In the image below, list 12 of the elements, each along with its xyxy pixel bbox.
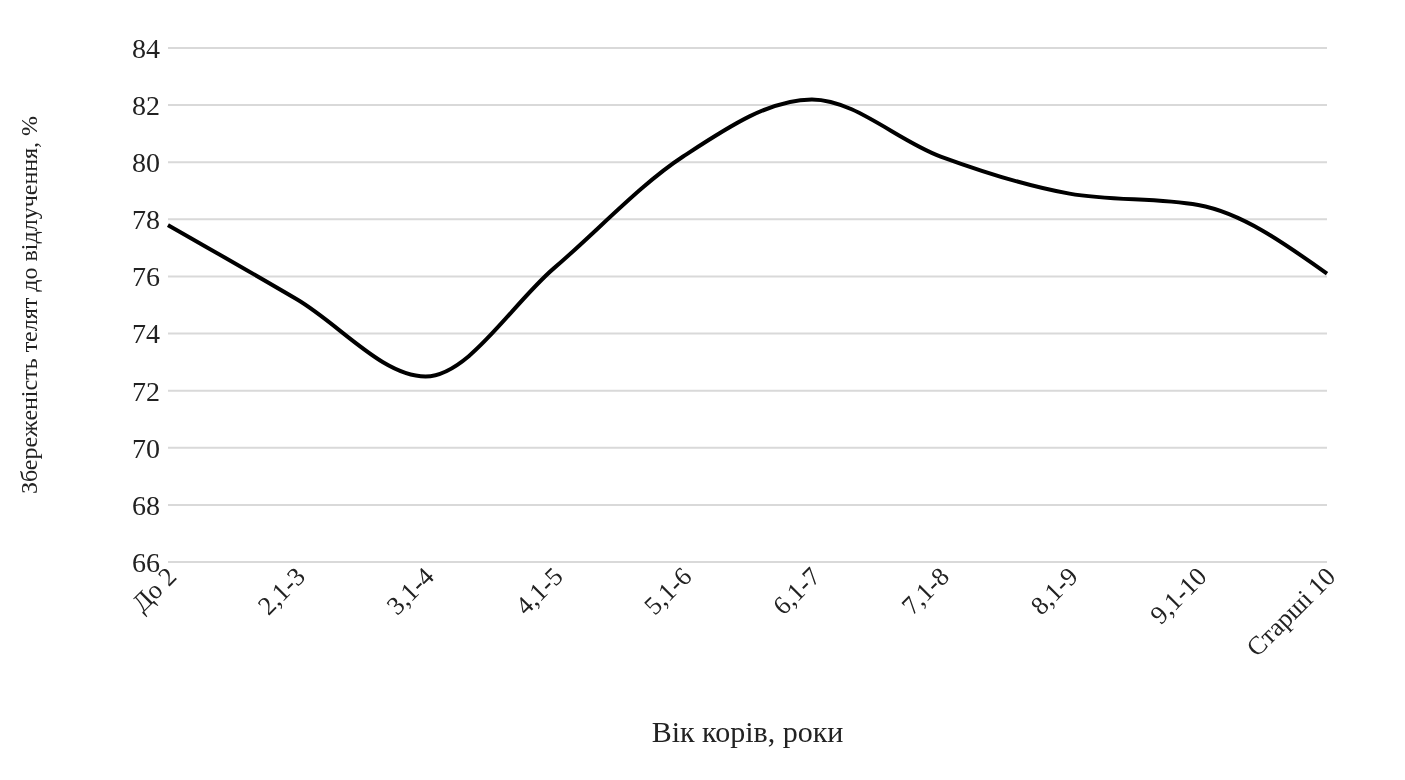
y-tick-label: 84: [132, 32, 160, 64]
y-tick-label: 78: [132, 204, 160, 236]
y-tick-label: 82: [132, 90, 160, 122]
y-tick-label: 68: [132, 489, 160, 521]
y-tick-label: 72: [132, 375, 160, 407]
y-tick-label: 76: [132, 261, 160, 293]
y-axis-title: Збереженість телят до відлучення, %: [15, 115, 42, 495]
y-tick-label: 80: [132, 147, 160, 179]
y-tick-label: 74: [132, 318, 160, 350]
line-series: [166, 97, 1329, 379]
y-tick-label: 70: [132, 432, 160, 464]
x-axis-title: Вік корів, роки: [651, 715, 844, 748]
